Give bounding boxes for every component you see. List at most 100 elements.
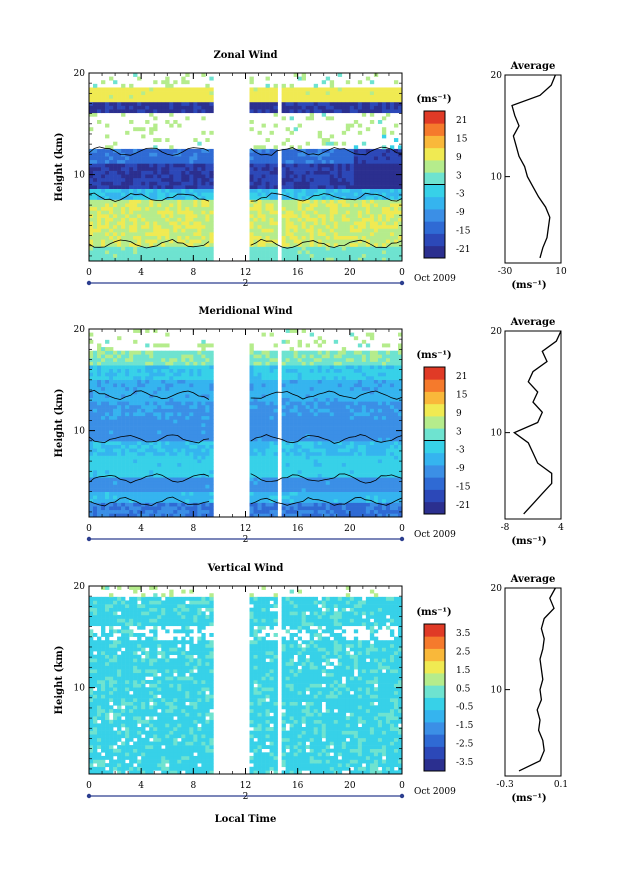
heatmap-cell <box>173 188 178 193</box>
heatmap-cell <box>129 509 134 514</box>
heatmap-cell <box>209 376 214 380</box>
heatmap-cell <box>381 214 387 218</box>
heatmap-cell <box>185 181 190 186</box>
heatmap-cell <box>361 94 367 99</box>
heatmap-cell <box>269 401 274 406</box>
heatmap-cell <box>301 462 306 467</box>
heatmap-cell <box>301 437 306 442</box>
heatmap-cell <box>337 73 343 77</box>
heatmap-cell <box>269 491 274 496</box>
heatmap-cell <box>165 101 170 106</box>
heatmap-cell <box>189 376 194 380</box>
heatmap-cell <box>373 181 379 186</box>
heatmap-cell <box>253 98 258 103</box>
heatmap-cell <box>305 167 310 171</box>
heatmap-cell <box>253 383 258 388</box>
heatmap-cell <box>285 138 290 142</box>
heatmap-cell <box>117 257 122 262</box>
colorbar-swatch <box>424 245 445 259</box>
heatmap-cell <box>341 167 347 171</box>
heatmap-cell <box>193 480 198 485</box>
heatmap-cell <box>397 210 403 215</box>
heatmap-cell <box>373 221 379 226</box>
heatmap-cell <box>97 174 102 179</box>
heatmap-cell <box>341 94 347 99</box>
heatmap-cell <box>353 192 359 197</box>
heatmap-cell <box>293 401 298 406</box>
heatmap-cell <box>137 498 142 503</box>
heatmap-cell <box>117 495 122 500</box>
heatmap-cell <box>393 199 399 204</box>
heatmap-cell <box>121 480 126 485</box>
heatmap-cell <box>321 159 327 164</box>
heatmap-cell <box>121 433 126 438</box>
heatmap-cell <box>373 156 379 161</box>
heatmap-cell <box>149 488 154 492</box>
heatmap-cell <box>369 195 375 200</box>
heatmap-cell <box>257 473 262 478</box>
heatmap-cell <box>105 448 110 453</box>
heatmap-cell <box>385 217 391 222</box>
heatmap-cell <box>165 498 170 503</box>
heatmap-cell <box>249 232 254 236</box>
heatmap-cell <box>305 188 310 193</box>
heatmap-cell <box>261 506 266 511</box>
heatmap-cell <box>381 221 387 226</box>
heatmap-cell <box>397 181 403 186</box>
heatmap-cell <box>309 188 315 193</box>
heatmap-cell <box>141 210 146 215</box>
heatmap-cell <box>317 214 323 218</box>
heatmap-cell <box>353 167 359 171</box>
heatmap-cell <box>121 156 126 161</box>
heatmap-cell <box>93 415 98 420</box>
heatmap-cell <box>265 495 270 500</box>
heatmap-cell <box>145 513 150 518</box>
heatmap-cell <box>109 163 114 168</box>
heatmap-cell <box>305 444 310 449</box>
heatmap-cell <box>173 470 178 474</box>
heatmap-cell <box>289 109 294 114</box>
heatmap-cell <box>249 390 254 395</box>
heatmap-cell <box>261 217 266 222</box>
heatmap-cell <box>173 354 178 359</box>
heatmap-cell <box>369 80 375 85</box>
heatmap-cell <box>125 177 130 182</box>
heatmap-cell <box>381 116 387 121</box>
heatmap-cell <box>261 437 266 442</box>
heatmap-cell <box>293 404 298 409</box>
heatmap-cell <box>101 488 106 492</box>
heatmap-cell <box>141 224 146 229</box>
heatmap-cell <box>205 404 210 409</box>
heatmap-cell <box>293 459 298 464</box>
heatmap-cell <box>265 451 270 456</box>
heatmap-cell <box>145 412 150 417</box>
heatmap-cell <box>129 195 134 200</box>
heatmap-cell <box>257 91 262 95</box>
heatmap-cell <box>101 257 106 262</box>
heatmap-cell <box>301 394 306 398</box>
heatmap-cell <box>341 199 347 204</box>
heatmap-cell <box>189 437 194 442</box>
heatmap-cell <box>165 80 170 85</box>
heatmap-cell <box>309 210 315 215</box>
heatmap-cell <box>209 210 214 215</box>
heatmap-cell <box>189 228 194 233</box>
heatmap-cell <box>393 80 399 85</box>
heatmap-cell <box>249 246 254 251</box>
heatmap-cell <box>337 242 343 247</box>
heatmap-cell <box>209 394 214 398</box>
heatmap-cell <box>89 444 94 449</box>
heatmap-cell <box>281 423 286 427</box>
heatmap-cell <box>357 210 363 215</box>
heatmap-cell <box>281 488 286 492</box>
heatmap-cell <box>137 415 142 420</box>
heatmap-cell <box>101 177 106 182</box>
heatmap-cell <box>301 365 306 370</box>
heatmap-cell <box>253 488 258 492</box>
heatmap-cell <box>133 188 138 193</box>
heatmap-cell <box>209 488 214 492</box>
heatmap-cell <box>149 426 154 431</box>
heatmap-cell <box>321 152 327 157</box>
heatmap-cell <box>185 170 190 175</box>
heatmap-cell <box>253 408 258 413</box>
